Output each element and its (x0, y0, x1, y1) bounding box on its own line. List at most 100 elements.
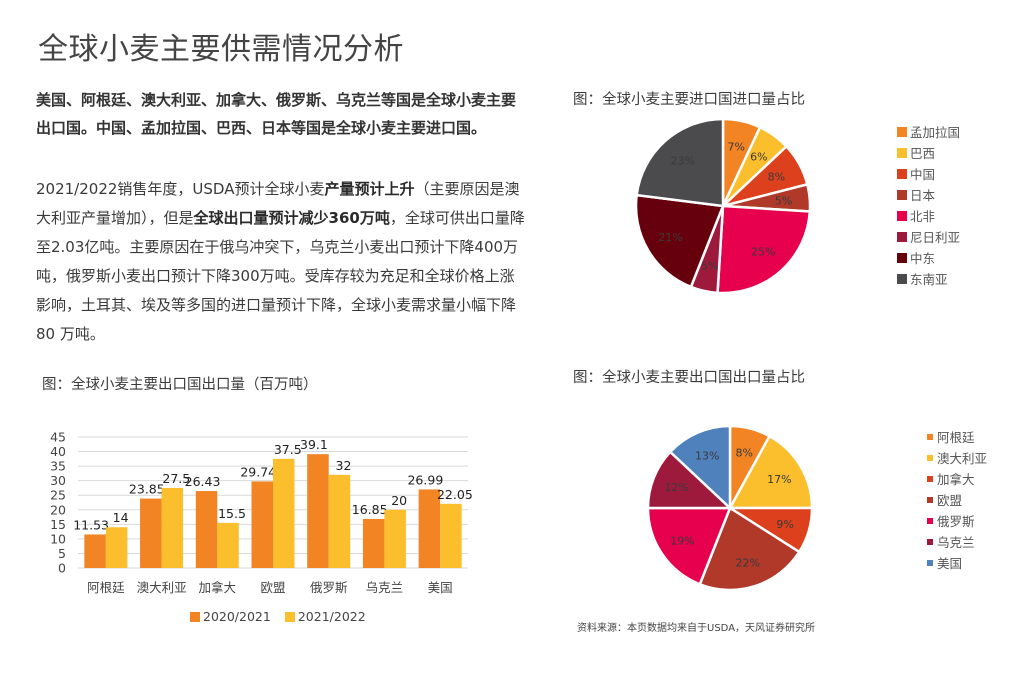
body-emphasis: 全球出口量预计减少360万吨 (193, 209, 390, 227)
bar-value-label: 22.05 (437, 487, 473, 502)
pie-value-label: 8% (768, 171, 785, 184)
import-pie-legend: 孟加拉国 巴西 中国 日本 北非 尼日利亚 中东 东南亚 (897, 121, 960, 289)
y-tick-label: 25 (50, 488, 66, 503)
legend-swatch-icon (927, 433, 933, 440)
y-tick-label: 40 (50, 444, 66, 459)
bar (161, 487, 184, 568)
legend-swatch-icon (927, 496, 933, 503)
pie-value-label: 21% (658, 231, 682, 244)
legend-swatch-icon (284, 611, 295, 622)
import-pie-title: 图：全球小麦主要进口国进口量占比 (573, 92, 805, 108)
legend-item: 中国 (897, 163, 960, 184)
legend-label: 澳大利亚 (937, 451, 988, 466)
y-tick-label: 5 (58, 546, 66, 561)
pie-value-label: 23% (670, 154, 694, 167)
bar (251, 481, 273, 568)
bar (362, 518, 385, 568)
pie-value-label: 13% (695, 449, 719, 462)
bar (195, 491, 218, 568)
pie-slice (634, 193, 725, 289)
legend-item: 日本 (897, 184, 960, 205)
body-emphasis: 产量预计上升 (324, 180, 415, 198)
bar (384, 509, 406, 568)
body-text: 2021/2022销售年度，USDA预计全球小麦 (36, 180, 325, 198)
bar-value-label: 32 (336, 458, 352, 473)
bar-value-label: 23.85 (129, 482, 165, 497)
x-category-label: 阿根廷 (87, 580, 125, 595)
bar (140, 498, 162, 568)
pie-value-label: 5% (775, 194, 792, 207)
bar-value-label: 11.53 (73, 517, 109, 532)
export-pie-chart: 8% 17% 9% 22% 19% 12% 13% (646, 424, 814, 592)
legend-label: 欧盟 (937, 493, 963, 508)
legend-label: 美国 (937, 556, 963, 571)
pie-value-label: 22% (736, 557, 760, 570)
legend-item: 阿根廷 (927, 426, 987, 447)
pie-value-label: 17% (767, 473, 791, 486)
legend-label: 孟加拉国 (910, 125, 961, 140)
legend-swatch-icon (927, 538, 933, 545)
legend-swatch-icon (897, 147, 907, 158)
legend-item: 澳大利亚 (927, 447, 987, 468)
legend-swatch-icon (897, 168, 907, 179)
legend-item: 2021/2022 (284, 606, 366, 627)
body-paragraph: 2021/2022销售年度，USDA预计全球小麦产量预计上升（主要原因是澳大利亚… (36, 175, 526, 349)
y-tick-label: 45 (50, 430, 66, 445)
bar-value-label: 15.5 (218, 506, 246, 521)
legend-label: 巴西 (910, 146, 936, 161)
legend-item: 孟加拉国 (897, 121, 960, 142)
legend-label: 2020/2021 (203, 609, 271, 624)
legend-swatch-icon (897, 231, 907, 242)
legend-item: 2020/2021 (190, 606, 271, 627)
bar (273, 458, 295, 568)
pie-value-label: 25% (751, 246, 775, 259)
bar-value-label: 14 (113, 510, 129, 525)
legend-swatch-icon (897, 126, 907, 137)
legend-label: 阿根廷 (937, 430, 975, 445)
bar-value-label: 26.43 (185, 474, 221, 489)
page-title: 全球小麦主要供需情况分析 (38, 32, 404, 67)
y-tick-label: 35 (50, 459, 66, 474)
pie-slice (716, 204, 812, 295)
y-tick-label: 0 (58, 561, 66, 576)
bar (307, 454, 329, 568)
bar (105, 527, 128, 568)
export-pie-legend: 阿根廷澳大利亚加拿大欧盟俄罗斯乌克兰美国 (927, 426, 987, 573)
pie-value-label: 12% (664, 481, 688, 494)
lead-paragraph: 美国、阿根廷、澳大利亚、加拿大、俄罗斯、乌克兰等国是全球小麦主要出口国。中国、孟… (36, 91, 517, 137)
legend-label: 日本 (910, 188, 936, 203)
legend-swatch-icon (927, 559, 933, 566)
legend-swatch-icon (897, 189, 907, 200)
pie-slice (727, 434, 814, 510)
x-category-label: 乌克兰 (366, 580, 404, 595)
pie-value-label: 8% (736, 446, 753, 459)
legend-label: 北非 (910, 209, 936, 224)
pie-slice (635, 117, 725, 208)
legend-item: 东南亚 (897, 268, 960, 289)
x-category-label: 加拿大 (199, 580, 237, 595)
bar (328, 474, 351, 568)
bar-value-label: 27.5 (162, 471, 190, 486)
bar (418, 489, 441, 568)
body-text: （主要原因是澳大利亚产量增加），但是 (36, 180, 520, 227)
legend-item: 欧盟 (927, 489, 987, 510)
legend-item: 美国 (927, 552, 987, 573)
x-category-label: 俄罗斯 (310, 580, 348, 595)
x-category-label: 澳大利亚 (137, 580, 187, 595)
legend-item: 乌克兰 (927, 531, 987, 552)
bar-value-label: 16.85 (352, 502, 388, 517)
pie-value-label: 9% (776, 518, 793, 531)
legend-item: 俄罗斯 (927, 510, 987, 531)
import-pie-chart: 7% 6%8% 5% 25% 5% 21% 23% (634, 117, 812, 295)
bar (440, 503, 462, 568)
y-tick-label: 20 (50, 502, 66, 517)
legend-item: 北非 (897, 205, 960, 226)
legend-item: 中东 (897, 247, 960, 268)
legend-item: 加拿大 (927, 468, 987, 489)
pie-value-label: 5% (701, 259, 718, 272)
y-tick-label: 30 (50, 473, 66, 488)
legend-item: 巴西 (897, 142, 960, 163)
export-pie-title: 图：全球小麦主要出口国出口量占比 (573, 370, 805, 386)
legend-swatch-icon (927, 517, 933, 524)
legend-label: 俄罗斯 (937, 514, 975, 529)
